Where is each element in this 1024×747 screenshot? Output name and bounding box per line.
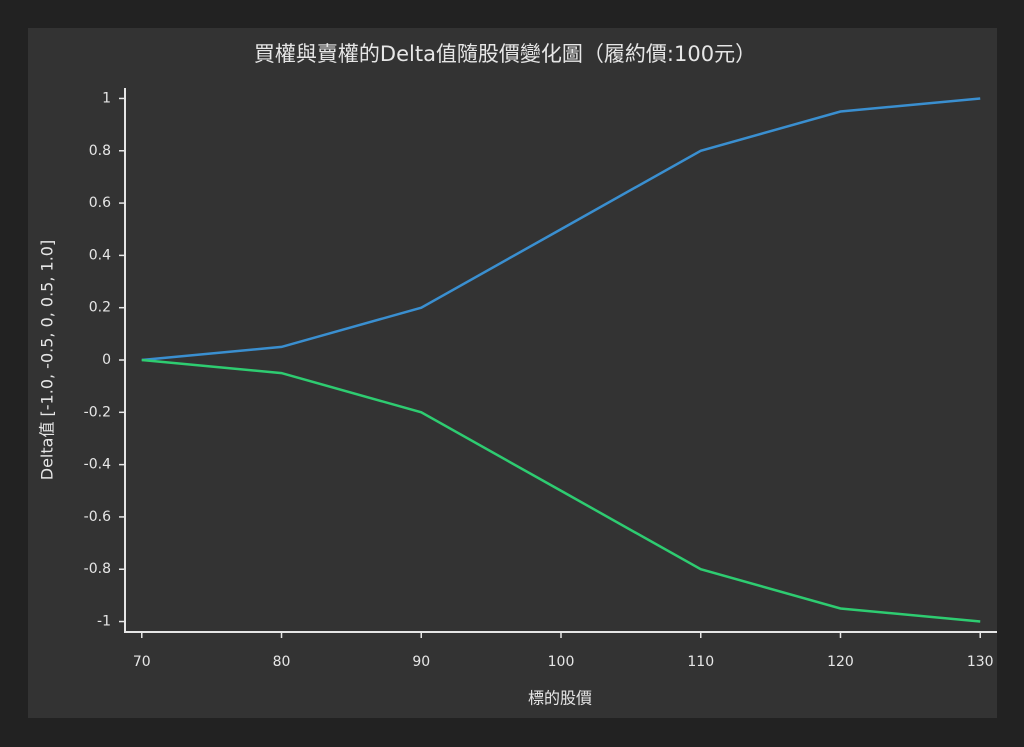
x-tick-label: 120	[827, 654, 854, 670]
y-tick-label: 0.2	[89, 300, 111, 316]
y-tick-label: -0.4	[84, 457, 111, 473]
plot-panel	[28, 28, 997, 718]
x-tick-label: 130	[967, 654, 994, 670]
series-line	[141, 358, 981, 623]
y-tick-label: 0.4	[89, 247, 111, 263]
y-axis-label: Delta值 [-1.0, -0.5, 0, 0.5, 1.0]	[38, 240, 57, 480]
y-tick-label: 0	[102, 352, 111, 368]
x-tick-label: 100	[548, 654, 575, 670]
chart-title: 買權與賣權的Delta值隨股價變化圖（履約價:100元）	[254, 42, 756, 66]
x-tick-label: 90	[412, 654, 430, 670]
y-tick-label: -0.6	[84, 509, 111, 525]
y-tick-label: -0.8	[84, 561, 111, 577]
x-tick-label: 110	[687, 654, 714, 670]
series-line	[141, 97, 981, 362]
x-tick-label: 70	[133, 654, 151, 670]
y-tick-label: -0.2	[84, 404, 111, 420]
y-tick-label: -1	[97, 614, 111, 630]
y-tick-label: 0.8	[89, 143, 111, 159]
y-tick-label: 1	[102, 90, 111, 106]
y-tick-label: 0.6	[89, 195, 111, 211]
x-axis-label: 標的股價	[528, 689, 592, 708]
x-tick-label: 80	[273, 654, 291, 670]
